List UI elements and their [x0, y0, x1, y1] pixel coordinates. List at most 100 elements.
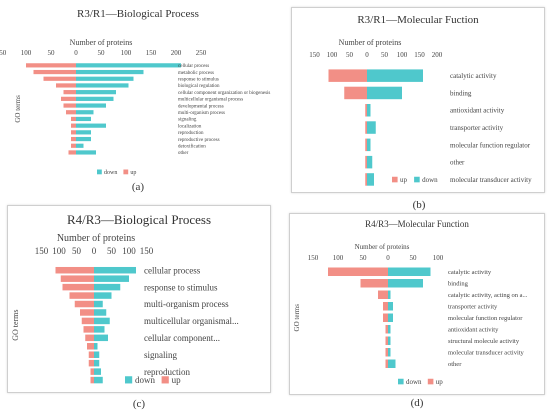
category-label: structural molecule activity — [448, 338, 520, 345]
x-tick-label: 50 — [346, 51, 354, 59]
bar-down — [388, 279, 423, 288]
bar-down — [94, 343, 98, 350]
panel-label: (b) — [412, 199, 426, 211]
bar-up — [88, 351, 94, 358]
panel-d: R4/R3—Molecular Function Number of prote… — [289, 213, 545, 409]
bar-down — [367, 121, 376, 134]
category-label: transporter activity — [450, 124, 504, 132]
bar-up — [365, 104, 367, 117]
bar-down — [388, 267, 431, 276]
bar-down — [76, 96, 114, 101]
bar-up — [385, 348, 388, 357]
x-tick-label: 100 — [122, 246, 136, 256]
category-label: other — [450, 159, 465, 167]
chart-title: R3/R1—Molecular Fuction — [357, 14, 479, 26]
bar-up — [360, 279, 388, 288]
chart-title: R4/R3—Molecular Function — [365, 219, 469, 229]
bar-up — [62, 283, 94, 291]
bar-down — [367, 69, 423, 82]
bar-down — [94, 359, 100, 367]
legend-swatch-down — [414, 176, 420, 183]
x-tick-label: 100 — [121, 49, 132, 57]
legend-label-down: down — [422, 176, 438, 184]
bar-up — [87, 343, 94, 350]
bar-down — [388, 290, 391, 299]
bar-down — [388, 325, 391, 334]
bar-up — [385, 336, 388, 345]
bar-down — [388, 348, 391, 357]
chart-b: Number of proteins 150 100 50 0 50 100 150 200 ca… — [309, 38, 532, 186]
bar-up — [80, 309, 94, 316]
bar-up — [85, 334, 94, 342]
category-label: multicellular organismal process — [178, 98, 243, 103]
chart-title: R4/R3—Biological Process — [66, 212, 212, 227]
category-label: antioxidant activity — [450, 107, 505, 115]
category-label: cellular process — [178, 64, 209, 69]
category-label: response to stimulus — [144, 282, 218, 292]
x-tick-label: 150 — [0, 49, 7, 57]
bar-down — [76, 103, 106, 108]
x-tick-label: 100 — [327, 51, 338, 59]
category-label: molecular transducer activity — [448, 350, 525, 357]
bar-down — [94, 292, 112, 299]
bar-up — [90, 376, 94, 384]
legend-swatch-up — [123, 169, 129, 175]
x-tick-label: 50 — [360, 254, 368, 262]
bar-up — [71, 130, 76, 135]
bar-up — [26, 63, 76, 68]
category-label: signaling — [178, 118, 197, 123]
bar-up — [383, 313, 388, 322]
category-label: other — [448, 361, 462, 368]
bar-down — [94, 266, 136, 274]
legend-label-up: up — [172, 375, 182, 385]
x-axis-label: Number of proteins — [355, 243, 410, 251]
bar-down — [388, 313, 393, 322]
category-label: developmental process — [178, 104, 224, 109]
bar-up — [83, 326, 94, 333]
bar-down — [76, 123, 106, 128]
legend-label-down: down — [104, 170, 117, 176]
x-tick-label: 200 — [171, 49, 182, 57]
x-tick-label: 150 — [308, 254, 319, 262]
x-tick-label: 150 — [35, 246, 49, 256]
category-label: metabolic process — [178, 71, 214, 76]
x-tick-label: 150 — [140, 246, 154, 256]
category-label: other — [178, 151, 189, 156]
legend-swatch-down — [97, 169, 102, 175]
bar-down — [76, 136, 91, 142]
bar-up — [344, 86, 367, 100]
x-tick-label: 50 — [72, 246, 82, 256]
bar-up — [385, 325, 388, 334]
category-label: antioxidant activity — [448, 327, 499, 334]
category-label: catalytic activity, acting on a... — [448, 292, 528, 299]
bar-up — [55, 266, 94, 274]
bar-down — [94, 275, 129, 282]
chart-a: Number of proteins 150 100 50 0 50 100 150 200 25… — [0, 38, 270, 176]
x-tick-label: 150 — [146, 49, 157, 57]
category-label: biological regulation — [178, 84, 220, 89]
bar-up — [365, 138, 367, 152]
bar-down — [76, 150, 96, 155]
category-label: response to stimulus — [178, 78, 219, 83]
category-label: reproduction — [144, 367, 190, 377]
bar-up — [81, 317, 94, 325]
bar-up — [365, 121, 367, 134]
x-tick-label: 50 — [410, 254, 418, 262]
bar-down — [367, 173, 374, 186]
bar-down — [94, 326, 105, 333]
x-axis-label: Number of proteins — [339, 38, 402, 47]
bar-down — [76, 63, 181, 68]
x-tick-label: 100 — [21, 49, 32, 57]
x-tick-label: 0 — [386, 254, 390, 262]
x-tick-label: 50 — [381, 51, 389, 59]
bar-down — [76, 143, 84, 148]
x-tick-label: 50 — [98, 49, 106, 57]
y-axis-label: GO terms — [11, 309, 20, 340]
x-tick-label: 0 — [92, 246, 97, 256]
bar-down — [76, 90, 116, 95]
bar-down — [76, 76, 134, 81]
bar-down — [367, 104, 371, 117]
category-label: localization — [178, 124, 202, 129]
category-label: detoxification — [178, 145, 206, 150]
x-tick-label: 50 — [48, 49, 56, 57]
